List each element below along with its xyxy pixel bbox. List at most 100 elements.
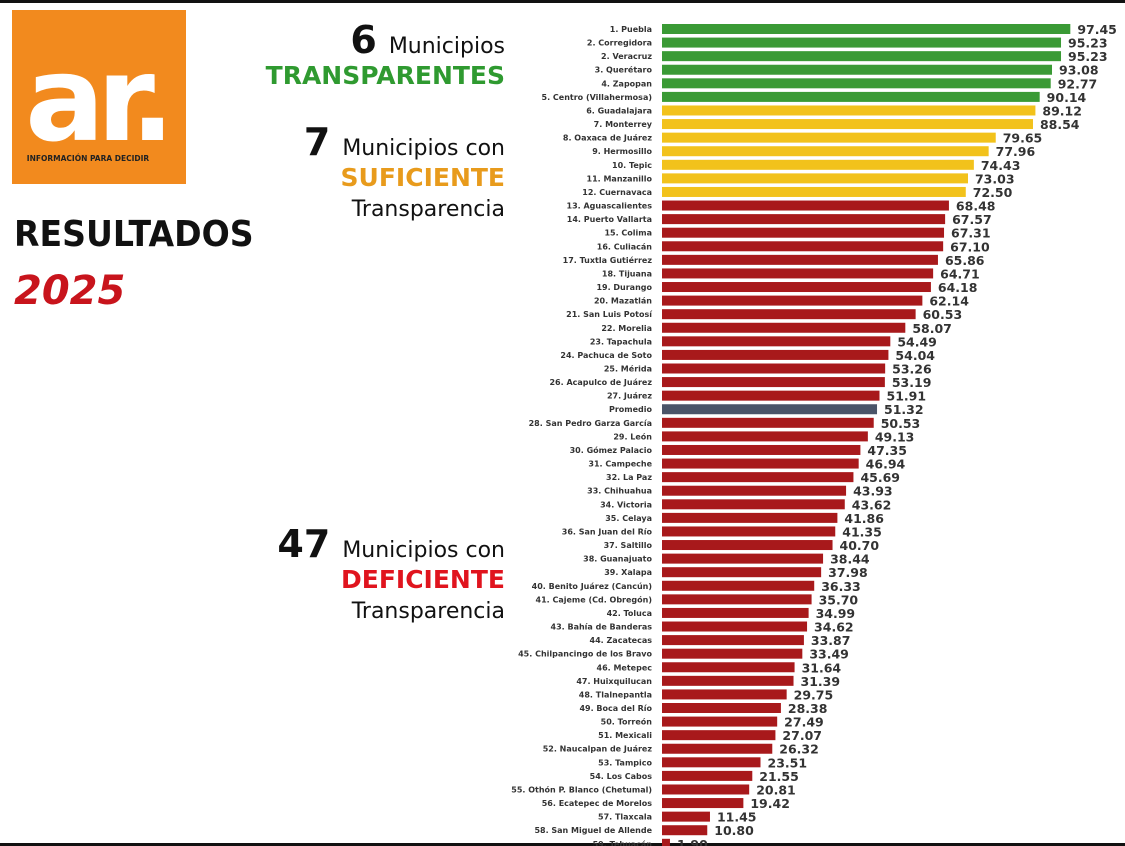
category-label: 30. Gómez Palacio — [570, 445, 653, 455]
bar — [662, 200, 949, 211]
bar — [662, 607, 809, 618]
bar — [662, 472, 854, 483]
value-label: 79.65 — [1003, 131, 1043, 146]
category-label: 19. Durango — [596, 283, 652, 292]
category-label: 12. Cuernavaca — [582, 188, 652, 197]
bar — [662, 784, 750, 795]
bar — [662, 757, 761, 768]
category-label: 45. Chilpancingo de los Bravo — [518, 650, 652, 659]
value-label: 95.23 — [1068, 49, 1108, 64]
bar — [662, 227, 945, 238]
value-label: 68.48 — [956, 199, 996, 214]
value-label: 11.45 — [717, 810, 757, 825]
bar — [662, 159, 974, 170]
category-label: 39. Xalapa — [604, 568, 652, 577]
bar — [662, 377, 885, 388]
value-label: 33.87 — [811, 633, 851, 648]
category-label: 7. Monterrey — [594, 120, 653, 129]
value-label: 21.55 — [759, 769, 799, 784]
bar — [662, 444, 861, 455]
category-label: 55. Othón P. Blanco (Chetumal) — [511, 784, 652, 794]
category-label: 28. San Pedro Garza García — [529, 419, 652, 428]
group-line: Municipios con — [342, 136, 505, 161]
bar — [662, 105, 1036, 116]
value-label: 19.42 — [750, 796, 790, 811]
bars: 1. Puebla 97.45 2. Corregidora 95.23 2. Vera… — [511, 22, 1117, 846]
chart-title: RESULTADOS — [14, 214, 254, 256]
bar — [662, 91, 1040, 102]
group-line: Transparencia — [351, 599, 505, 624]
value-label: 67.57 — [952, 212, 992, 227]
value-label: 92.77 — [1058, 76, 1098, 91]
category-label: 41. Cajeme (Cd. Obregón) — [536, 594, 653, 604]
category-label: 49. Boca del Río — [579, 704, 652, 713]
bar — [662, 526, 836, 537]
value-label: 50.53 — [881, 416, 921, 431]
bar — [662, 621, 808, 632]
bar — [662, 485, 847, 496]
bar — [662, 186, 966, 197]
category-label: 4. Zapopan — [601, 79, 652, 88]
value-label: 34.62 — [814, 620, 854, 635]
year: 2025 — [14, 268, 125, 314]
value-label: 73.03 — [975, 171, 1015, 186]
bar — [662, 322, 906, 333]
category-label: 57. Tlaxcala — [598, 813, 652, 822]
category-label: 51. Mexicali — [598, 731, 652, 740]
category-label: 43. Bahía de Banderas — [551, 623, 653, 632]
category-label: 53. Tampico — [598, 758, 652, 767]
bar — [662, 241, 944, 252]
value-label: 51.32 — [884, 402, 924, 417]
value-label: 62.14 — [929, 294, 969, 309]
bar — [662, 390, 880, 401]
bar — [662, 295, 923, 306]
category-label: 16. Culiacán — [597, 242, 653, 251]
value-label: 60.53 — [923, 307, 963, 322]
category-label: 3. Querétaro — [595, 65, 653, 75]
category-label: 54. Los Cabos — [590, 772, 653, 781]
group-line: Transparencia — [351, 197, 505, 222]
group-count: 47 — [277, 522, 330, 566]
group-line: Municipios con — [342, 538, 505, 563]
bar — [662, 173, 968, 184]
bar — [662, 119, 1033, 130]
bar — [662, 689, 787, 700]
value-label: 29.75 — [794, 687, 834, 702]
group-level: SUFICIENTE — [341, 163, 505, 192]
category-label: 50. Torreón — [601, 717, 653, 727]
value-label: 77.96 — [996, 144, 1036, 159]
category-label: 47. Huixquilucan — [576, 677, 652, 686]
value-label: 33.49 — [809, 647, 849, 662]
value-label: 47.35 — [867, 443, 907, 458]
bar — [662, 214, 946, 225]
bar — [662, 594, 812, 605]
group-count: 7 — [304, 120, 330, 164]
value-label: 51.91 — [887, 389, 927, 404]
group-line: Municipios — [389, 34, 505, 59]
bar — [662, 743, 773, 754]
category-label: 17. Tuxtla Gutiérrez — [563, 255, 653, 265]
value-label: 64.18 — [938, 280, 978, 295]
bottom-border — [0, 843, 1125, 846]
bar — [662, 78, 1051, 89]
bar — [662, 254, 938, 265]
value-label: 72.50 — [973, 185, 1013, 200]
bar — [662, 431, 868, 442]
category-label: 2. Veracruz — [601, 52, 652, 61]
category-label: 29. León — [613, 431, 652, 441]
bar — [662, 132, 996, 143]
top-border — [0, 0, 1125, 3]
category-label: 33. Chihuahua — [587, 487, 652, 496]
category-label: 31. Campeche — [588, 460, 652, 469]
category-label: 59. Tehuacán — [593, 840, 653, 846]
value-label: 41.35 — [842, 524, 882, 539]
value-label: 46.94 — [866, 457, 906, 472]
value-label: 90.14 — [1047, 90, 1087, 105]
logo-tagline: INFORMACIÓN PARA DECIDIR — [27, 154, 150, 163]
bar — [662, 648, 803, 659]
category-label: 36. San Juan del Río — [562, 527, 653, 536]
category-label: 32. La Paz — [606, 473, 652, 482]
value-label: 37.98 — [828, 565, 868, 580]
bar — [662, 146, 989, 157]
